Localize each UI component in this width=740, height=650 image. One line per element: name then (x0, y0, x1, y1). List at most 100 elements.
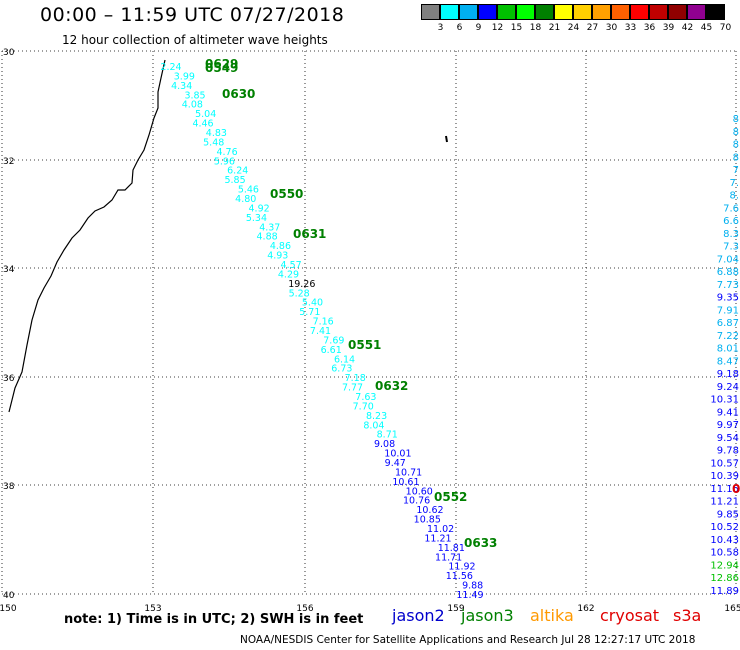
pass-label: 0550 (270, 187, 303, 201)
satellite-label: jason2 (392, 606, 445, 625)
swh-value: 2.24 (160, 62, 181, 73)
swh-value: 7.6 (723, 203, 739, 214)
lat-label: 38 (3, 482, 15, 492)
page-subtitle: 12 hour collection of altimeter wave hei… (62, 33, 328, 47)
legend-swatch (554, 4, 573, 20)
legend-label: 33 (624, 23, 637, 33)
legend-swatch (535, 4, 554, 20)
pass-label: 0 (732, 482, 740, 496)
lat-label: 34 (3, 265, 15, 275)
swh-value: 4.92 (249, 203, 270, 214)
swh-value: 5.04 (195, 109, 216, 120)
legend-swatch (478, 4, 497, 20)
legend-label: 21 (548, 23, 561, 33)
legend-label: 6 (456, 23, 463, 33)
swh-value: 5.48 (203, 137, 224, 148)
swh-value: 8. (729, 191, 739, 202)
swh-value: 11.21 (424, 533, 451, 544)
pass-label: 0551 (348, 338, 381, 352)
swh-value: 19.26 (288, 279, 315, 290)
swh-value: 7.16 (313, 317, 334, 328)
pass-label: 0631 (293, 227, 326, 241)
legend-label: 3 (437, 23, 444, 33)
swh-value: 4.34 (171, 81, 192, 92)
swh-value: 4.88 (257, 232, 278, 243)
swh-value: 11.15 (710, 484, 739, 495)
swh-value: 7. (729, 178, 739, 189)
legend-swatch (497, 4, 516, 20)
swh-value: 7.63 (355, 392, 376, 403)
legend-label: 45 (700, 23, 713, 33)
legend-swatch (516, 4, 535, 20)
swh-value: 10.61 (392, 477, 419, 488)
swh-value: 8.23 (366, 411, 387, 422)
swh-value: 10.31 (710, 395, 739, 406)
swh-value: 10.39 (710, 471, 739, 482)
legend-swatch (687, 4, 706, 20)
swh-value: 10.58 (710, 548, 739, 559)
lon-label: 165 (724, 604, 740, 614)
swh-value: 9.24 (717, 382, 739, 393)
legend-swatch (649, 4, 668, 20)
swh-value: 7.18 (345, 373, 366, 384)
page-title: 00:00 – 11:59 UTC 07/27/2018 (40, 4, 345, 26)
swh-value: 4.80 (235, 194, 256, 205)
swh-value: 8 (733, 114, 739, 125)
swh-value: 11.21 (710, 497, 739, 508)
legend-label: 15 (510, 23, 523, 33)
pass-label: 0552 (434, 490, 467, 504)
swh-value: 11.92 (448, 562, 475, 573)
footnote: note: 1) Time is in UTC; 2) SWH is in fe… (64, 612, 364, 627)
lon-label: 153 (144, 604, 161, 614)
swh-value: 7.77 (342, 383, 363, 394)
swh-value: 9.54 (717, 433, 739, 444)
pass-label: 0633 (464, 536, 497, 550)
swh-value: 6.24 (227, 166, 248, 177)
swh-value: 10.85 (414, 515, 441, 526)
swh-value: 5.28 (289, 288, 310, 299)
swh-value: 3.85 (184, 90, 205, 101)
swh-value: 5.71 (299, 307, 320, 318)
swh-value: 11.81 (438, 543, 465, 554)
swh-value: 8.01 (717, 344, 739, 355)
altimeter-track-right: 888877.8.7.66.68.37.37.046.887.739.357.9… (710, 114, 739, 597)
pass-label: 0549 (205, 61, 238, 75)
swh-value: 11.02 (427, 524, 454, 535)
swh-value: 10.57 (710, 458, 739, 469)
axis-labels: 30 32 34 36 38 40 150 153 156 159 162 165 (0, 48, 740, 614)
swh-value: 8.3 (723, 229, 739, 240)
swh-value: 12.86 (710, 573, 739, 584)
swh-value: 9.41 (717, 407, 739, 418)
satellite-label: jason3 (461, 606, 514, 625)
legend-label: 9 (475, 23, 482, 33)
swh-value: 6.61 (321, 345, 342, 356)
legend-swatch (668, 4, 687, 20)
swh-value: 11.71 (435, 552, 462, 563)
pass-label: 0632 (375, 379, 408, 393)
swh-value: 11.56 (446, 571, 473, 582)
swh-value: 4.37 (259, 222, 280, 233)
legend-label: 39 (662, 23, 675, 33)
legend-swatch (421, 4, 440, 20)
swh-value: 10.62 (416, 505, 443, 516)
coastline (8, 59, 166, 413)
pass-label: 0629 (205, 57, 238, 71)
swh-value: 8.71 (377, 430, 398, 441)
legend-swatch (573, 4, 592, 20)
lon-label: 150 (0, 604, 17, 614)
swh-value: 5.85 (224, 175, 245, 186)
legend-swatch (630, 4, 649, 20)
legend-label: 24 (567, 23, 580, 33)
swh-value: 5.46 (238, 185, 259, 196)
swh-value: 10.43 (710, 535, 739, 546)
island-mark (445, 135, 448, 143)
lat-label: 32 (3, 157, 14, 167)
legend-swatch (706, 4, 725, 20)
swh-value: 5.40 (302, 298, 323, 309)
swh-value: 7.70 (353, 401, 374, 412)
swh-value: 10.71 (395, 467, 422, 478)
swh-value: 8 (733, 152, 739, 163)
swh-value: 7.3 (723, 242, 739, 253)
swh-value: 9.08 (374, 439, 395, 450)
